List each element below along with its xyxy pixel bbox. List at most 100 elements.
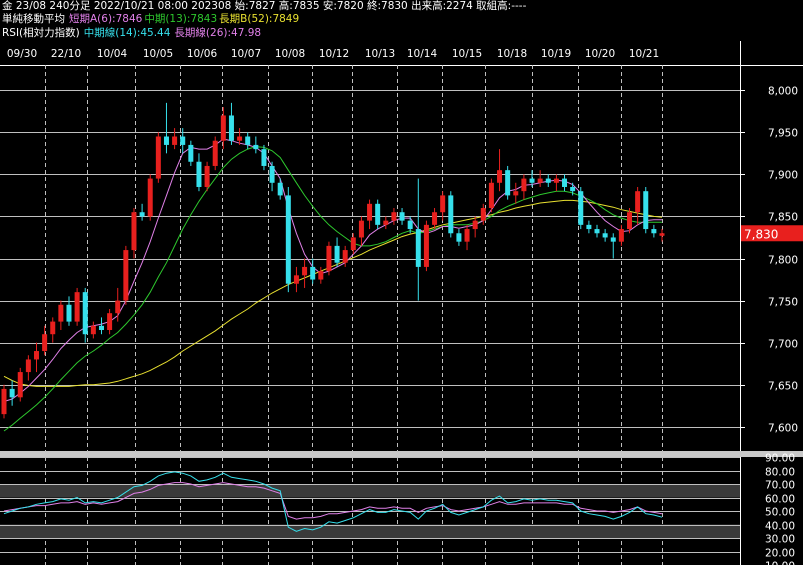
candle	[147, 174, 153, 221]
candle	[74, 287, 80, 326]
candle	[180, 128, 186, 154]
candle	[529, 170, 535, 187]
candle	[204, 161, 210, 192]
candle-body	[472, 220, 478, 230]
candle-body	[131, 212, 137, 251]
candle-body	[497, 170, 503, 183]
ma-mid-legend: 中期(13):7843	[144, 13, 218, 25]
candle	[407, 216, 413, 234]
candle-body	[383, 220, 389, 225]
candle	[188, 140, 194, 166]
candle	[651, 224, 657, 238]
candle-body	[107, 313, 113, 331]
candle-body	[432, 212, 438, 225]
candle	[42, 325, 48, 356]
candle-body	[594, 229, 600, 234]
candle-body	[407, 220, 413, 230]
candle	[172, 128, 178, 150]
x-tick-label: 10/13	[365, 48, 395, 60]
candle-body	[521, 178, 527, 192]
candle	[643, 186, 649, 234]
candle-body	[74, 292, 80, 322]
candle	[472, 216, 478, 238]
candle	[488, 178, 494, 213]
candle	[163, 102, 169, 154]
candle	[545, 174, 551, 187]
candle	[399, 208, 405, 225]
candle	[293, 266, 299, 293]
candle-body	[480, 208, 486, 221]
ma-long-line	[3, 199, 663, 387]
candle	[602, 229, 608, 242]
candle	[456, 229, 462, 246]
candle-body	[188, 144, 194, 162]
rsi-long-line	[3, 482, 663, 520]
candle-body	[537, 178, 543, 183]
candle-body	[529, 178, 535, 183]
candle-body	[50, 321, 56, 335]
candle-body	[375, 203, 381, 225]
candle-body	[513, 191, 519, 196]
moving-average-legend: 単純移動平均 短期A(6):7846 中期(13):7843 長期B(52):7849	[2, 13, 303, 26]
y-tick-label: 7,800	[768, 255, 798, 267]
rsi-band-1	[0, 484, 740, 498]
candle-body	[66, 304, 72, 322]
candle-body	[610, 237, 616, 242]
candle	[448, 191, 454, 238]
candle-body	[659, 233, 665, 236]
candle	[90, 321, 96, 339]
candle-body	[277, 182, 283, 196]
candle-body	[17, 372, 23, 398]
x-tick-label: 10/19	[541, 48, 571, 60]
candle-body	[618, 229, 624, 242]
candle-body	[155, 136, 161, 179]
candle-body	[33, 351, 39, 360]
candle-body	[269, 165, 275, 183]
candle-body	[310, 266, 316, 280]
y-tick-label: 7,950	[768, 128, 798, 140]
candle	[66, 296, 72, 326]
candle	[261, 144, 267, 171]
candle	[497, 149, 503, 192]
candle-body	[505, 170, 511, 196]
candle-body	[456, 233, 462, 242]
candle-body	[391, 212, 397, 221]
x-axis-labels: 09/30 22/10 10/04 10/05 10/06 10/07 10/08 10/12…	[7, 48, 659, 60]
candle	[277, 178, 283, 200]
candle	[553, 174, 559, 192]
candle-body	[58, 304, 64, 322]
candle-body	[245, 136, 251, 145]
candle-body	[570, 186, 576, 192]
candle-body	[212, 140, 218, 166]
last-price-tag: 7,830	[741, 225, 803, 242]
candle-body	[440, 195, 446, 213]
candle-body	[326, 245, 332, 272]
candle	[98, 317, 104, 335]
ma-mid-line	[3, 146, 662, 432]
x-tick-label: 10/14	[407, 48, 438, 60]
candle-body	[602, 233, 608, 238]
rsi-y-tick-label: 90.00	[765, 453, 795, 465]
candle	[367, 199, 373, 230]
candle-body	[42, 334, 48, 352]
y-tick-label: 7,750	[768, 297, 798, 309]
candle	[25, 355, 31, 381]
candle	[513, 182, 519, 204]
candle	[212, 136, 218, 171]
candle-body	[318, 271, 324, 280]
last-price-tag-box	[741, 225, 803, 242]
candle	[415, 178, 421, 301]
rsi-y-tick-label: 60.00	[765, 494, 795, 506]
candle-body	[578, 191, 584, 225]
candle-body	[220, 115, 226, 141]
candle-body	[399, 212, 405, 221]
candle	[237, 128, 243, 145]
x-tick-label: 10/04	[97, 48, 128, 60]
x-tick-label: 10/21	[629, 48, 659, 60]
candle-body	[545, 178, 551, 183]
candle	[440, 191, 446, 221]
candle	[139, 203, 145, 221]
candle	[82, 287, 88, 343]
